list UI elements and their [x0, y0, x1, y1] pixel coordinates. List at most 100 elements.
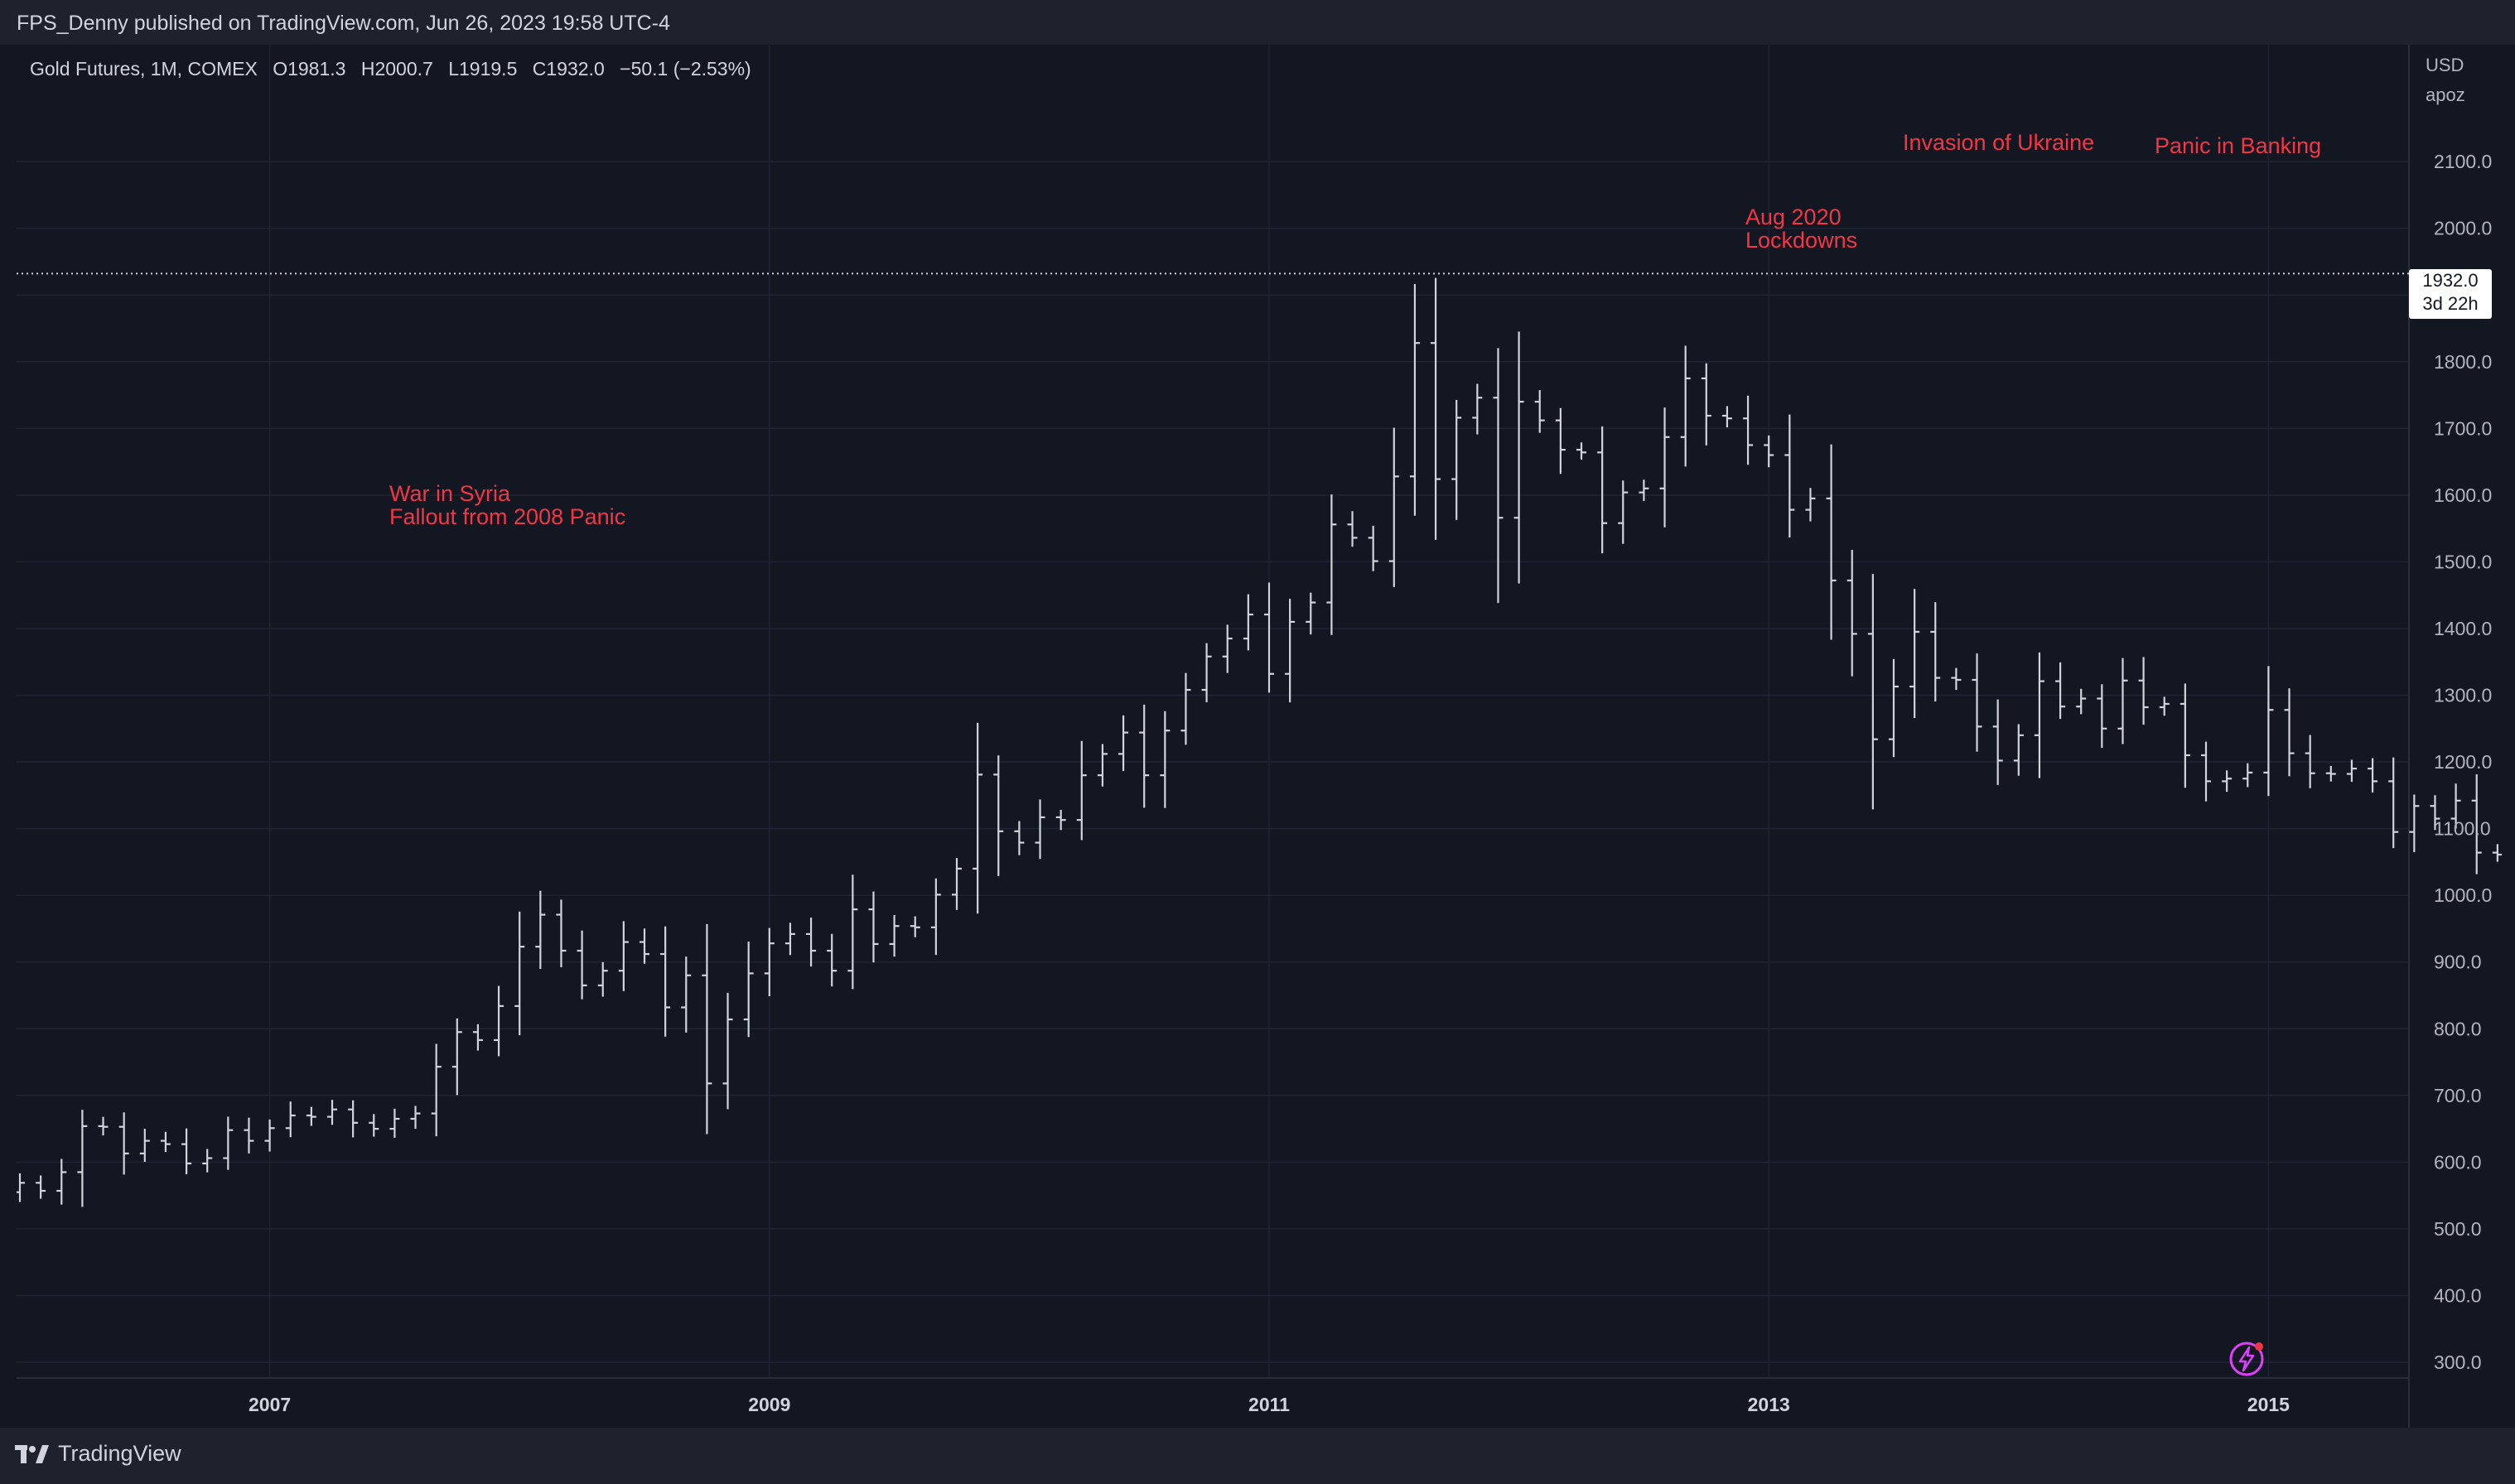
price-axis-ticks: 300.0 400.0 500.0 600.0 700.0 800.0 900.0 1000.… — [2434, 151, 2492, 1373]
bar-countdown: 3d 22h — [2422, 293, 2479, 314]
ohlc-bar — [369, 1114, 379, 1137]
ohlc-bar — [1347, 511, 1358, 547]
ohlc-bar — [1180, 672, 1191, 745]
chart-svg[interactable]: 300.0 400.0 500.0 600.0 700.0 800.0 900.0 1000.… — [15, 45, 2515, 1428]
ohlc-bar — [2159, 696, 2170, 716]
x-tick-label: 2009 — [748, 1394, 790, 1415]
ohlc-bar — [660, 926, 671, 1037]
ohlc-bar — [2180, 683, 2190, 788]
axis-currency[interactable]: USD — [2426, 55, 2464, 75]
ohlc-bar — [764, 928, 775, 996]
ohlc-bar — [514, 911, 525, 1036]
ohlc-bar — [1701, 363, 1711, 446]
ohlc-bar — [2242, 763, 2253, 788]
ohlc-bar — [2492, 844, 2503, 862]
top-bar: FPS_Denny published on TradingView.com, … — [0, 0, 2515, 45]
ohlc-bar — [1889, 658, 1899, 758]
ohlc-bar — [1097, 744, 1108, 787]
ohlc-bar — [1555, 407, 1566, 475]
close-value: 1932.0 — [546, 58, 605, 80]
ohlc-bar — [1160, 711, 1171, 808]
ohlc-bar — [223, 1116, 234, 1170]
y-tick-label: 1700.0 — [2434, 417, 2492, 439]
ohlc-bar — [1493, 348, 1504, 604]
lightning-icon[interactable] — [2228, 1340, 2266, 1378]
ohlc-bar — [244, 1117, 254, 1154]
ohlc-bar — [618, 921, 629, 991]
ohlc-bar — [1534, 390, 1545, 433]
y-tick-label: 1100.0 — [2434, 818, 2491, 840]
ohlc-bar — [472, 1024, 483, 1051]
y-tick-label: 1000.0 — [2434, 884, 2492, 906]
axis-scale-label[interactable]: apoz — [2426, 84, 2465, 105]
ohlc-bar — [1805, 488, 1816, 522]
ohlc-bar — [1992, 699, 2003, 785]
ohlc-bar — [2097, 684, 2107, 749]
ohlc-bar — [1659, 407, 1670, 528]
y-tick-label: 800.0 — [2434, 1018, 2482, 1039]
ohlc-bar — [1035, 799, 1045, 860]
ohlc-bar — [77, 1110, 88, 1207]
high-label: H — [360, 58, 375, 80]
ohlc-bar — [2076, 688, 2087, 715]
ohlc-bar — [2284, 688, 2295, 777]
low-label: L — [448, 58, 460, 80]
ohlc-bar — [597, 961, 608, 997]
publisher-line: FPS_Denny published on TradingView.com, … — [17, 12, 670, 35]
x-tick-label: 2013 — [1748, 1394, 1790, 1415]
bottom-bar: TradingView — [0, 1428, 2515, 1484]
last-price-tag: 1932.0 3d 22h — [2409, 269, 2492, 319]
ohlc-bar — [2471, 774, 2482, 874]
ohlc-bar — [285, 1101, 296, 1138]
open-label: O — [273, 58, 288, 80]
ohlc-bar — [973, 722, 983, 914]
annotation-syria-line1: War in Syria — [389, 481, 511, 506]
ohlc-bar — [1576, 442, 1586, 460]
ohlc-bar — [1784, 414, 1795, 537]
ohlc-bar — [1639, 479, 1649, 501]
ohlc-bar — [722, 992, 733, 1110]
ohlc-bar — [1368, 525, 1378, 571]
ohlc-bar — [181, 1128, 192, 1174]
ohlc-bar — [1409, 284, 1420, 516]
last-price-value: 1932.0 — [2422, 270, 2479, 291]
ohlc-bar — [1014, 821, 1025, 855]
ohlc-bar — [2388, 757, 2399, 849]
y-tick-label: 1400.0 — [2434, 618, 2492, 639]
ohlc-bar — [1867, 574, 1878, 810]
ohlc-bar — [1909, 589, 1920, 719]
ohlc-bar — [264, 1119, 275, 1152]
ohlc-bar — [15, 1173, 25, 1202]
ohlc-bar — [1951, 667, 1962, 691]
y-tick-label: 300.0 — [2434, 1352, 2482, 1373]
ohlc-bar — [1721, 406, 1732, 428]
ohlc-bar — [1743, 395, 1754, 465]
time-axis-ticks: 200720092011201320152017201920212023 — [249, 1394, 2290, 1415]
tradingview-logo-icon — [15, 1444, 49, 1463]
tradingview-brand[interactable]: TradingView — [15, 1441, 181, 1467]
ohlc-bar — [2305, 735, 2315, 788]
y-tick-label: 400.0 — [2434, 1284, 2482, 1306]
ohlc-bar — [556, 899, 567, 968]
ohlc-bar — [868, 891, 879, 963]
ohlc-bar — [1118, 715, 1129, 771]
change-value: −50.1 (−2.53%) — [620, 58, 751, 80]
ohlc-bar — [431, 1043, 442, 1137]
ohlc-bar — [681, 956, 692, 1033]
annotation-lockdowns: Aug 2020 Lockdowns — [1745, 205, 1857, 252]
y-tick-label: 700.0 — [2434, 1085, 2482, 1106]
ohlc-bar — [2034, 652, 2044, 778]
chart-frame[interactable]: 300.0 400.0 500.0 600.0 700.0 800.0 900.0 1000.… — [15, 45, 2515, 1428]
ohlc-bar — [1139, 704, 1150, 808]
y-tick-label: 1600.0 — [2434, 484, 2492, 506]
ohlc-bar — [118, 1112, 129, 1175]
ohlc-bar — [2325, 765, 2336, 782]
ohlc-bar — [36, 1175, 46, 1199]
ohlc-bar — [1243, 594, 1253, 651]
ohlc-bar — [1285, 599, 1296, 703]
ohlc-bar — [2013, 724, 2024, 776]
y-tick-label: 2000.0 — [2434, 218, 2492, 239]
ohlc-bar — [1451, 399, 1462, 520]
ohlc-bar — [930, 878, 941, 956]
ohlc-bar — [1076, 740, 1087, 841]
